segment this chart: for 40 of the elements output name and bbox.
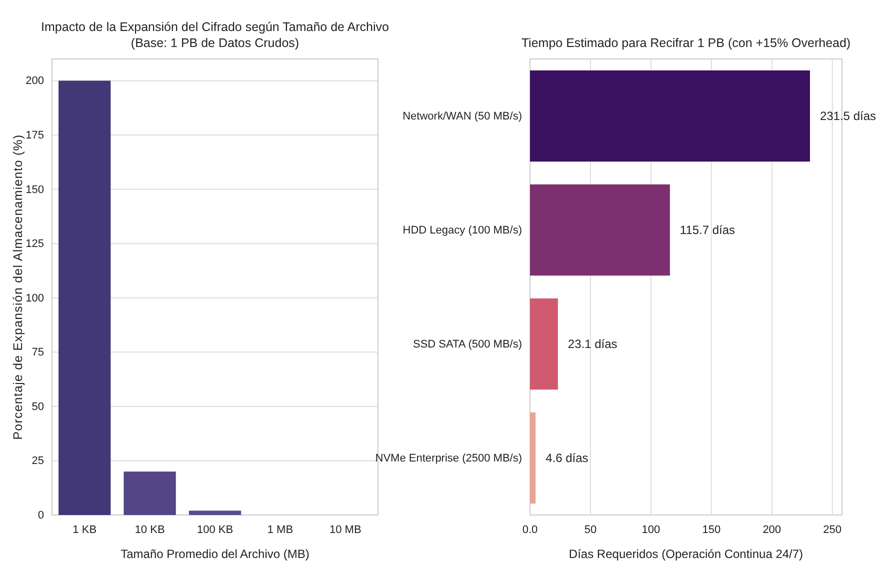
y-tick-label: SSD SATA (500 MB/s) bbox=[412, 338, 522, 351]
y-tick-label: 0 bbox=[38, 510, 44, 522]
y-tick-label: HDD Legacy (100 MB/s) bbox=[402, 224, 522, 237]
data-label: 23.1 días bbox=[568, 337, 618, 352]
x-axis-title: Tamaño Promedio del Archivo (MB) bbox=[120, 547, 310, 561]
x-tick-label: 150 bbox=[702, 524, 721, 536]
bar bbox=[124, 472, 176, 515]
y-tick-label: 100 bbox=[26, 292, 44, 304]
y-tick-label: 125 bbox=[26, 238, 44, 250]
x-axis-title: Días Requeridos (Operación Continua 24/7) bbox=[568, 547, 804, 561]
data-label: 115.7 días bbox=[680, 223, 736, 238]
bar bbox=[530, 412, 536, 504]
data-label: 4.6 días bbox=[546, 451, 588, 466]
x-tick-label: 100 bbox=[642, 524, 660, 536]
x-tick-label: 1 MB bbox=[267, 524, 294, 536]
bar bbox=[530, 70, 810, 162]
y-tick-label: 50 bbox=[32, 400, 44, 413]
y-tick-label: NVMe Enterprise (2500 MB/s) bbox=[375, 452, 522, 465]
y-tick-label: 25 bbox=[32, 455, 44, 468]
chart-title: Impacto de la Expansión del Cifrado según Tamaño de Archivo (Base: 1 PB de Datos Crudos) bbox=[41, 20, 389, 50]
x-tick-label: 50 bbox=[584, 524, 597, 536]
x-tick-label: 10 MB bbox=[330, 524, 362, 536]
y-tick-label: 175 bbox=[26, 130, 44, 142]
bar bbox=[188, 510, 242, 515]
bar bbox=[530, 298, 558, 390]
y-tick-label: 150 bbox=[26, 184, 44, 196]
y-tick-label: 75 bbox=[32, 346, 44, 359]
chart-title: Tiempo Estimado para Recifrar 1 PB (con +15% Overhead) bbox=[521, 36, 851, 50]
bar bbox=[530, 184, 670, 276]
x-tick-label: 100 KB bbox=[196, 524, 234, 536]
y-tick-label: Network/WAN (50 MB/s) bbox=[402, 110, 522, 123]
x-tick-label: 250 bbox=[823, 524, 842, 536]
x-tick-label: 1 KB bbox=[72, 524, 97, 536]
x-tick-label: 0.0 bbox=[522, 524, 538, 536]
x-tick-label: 200 bbox=[762, 524, 782, 536]
y-tick-label: 200 bbox=[26, 75, 44, 88]
data-label: 231.5 días bbox=[820, 109, 876, 124]
y-axis-title: Porcentaje de Expansión del Almacenamiento (%) bbox=[11, 134, 25, 440]
x-tick-label: 10 KB bbox=[134, 524, 165, 536]
bar bbox=[58, 80, 111, 515]
